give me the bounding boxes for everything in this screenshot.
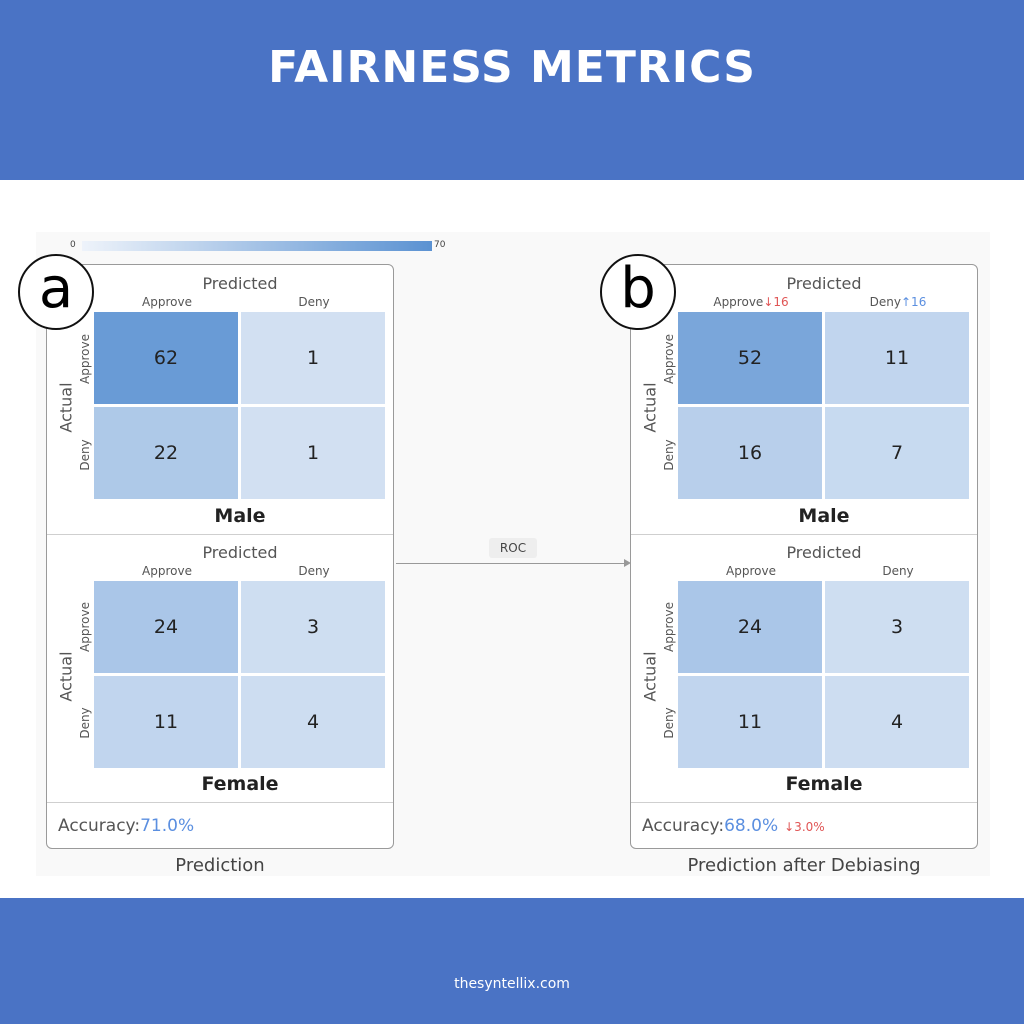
accuracy-divider [47,802,393,803]
b-accuracy: Accuracy:68.0% ↓3.0% [642,816,825,836]
a-male-row-approve: Approve [78,334,92,384]
panel-a-badge: a [18,254,94,330]
a-male-predicted: Predicted [202,274,278,293]
b-female-cell-tp: 24 [678,581,822,673]
panel-b-badge: b [600,254,676,330]
a-male-group-name: Male [214,505,266,527]
b-female-actual: Actual [640,651,660,702]
b-male-col-approve: Approve↓16 [676,295,826,309]
a-accuracy-label: Accuracy: [58,816,141,836]
b-female-cell-fn: 3 [825,581,969,673]
a-male-cell-fn: 1 [241,312,385,404]
roc-connector-line [396,563,628,564]
b-female-cell-fp: 11 [678,676,822,768]
b-male-predicted: Predicted [786,274,862,293]
roc-arrow-icon [624,559,631,567]
b-male-row-approve: Approve [662,334,676,384]
b-male-cell-tp: 52 [678,312,822,404]
a-female-cell-fn: 3 [241,581,385,673]
a-male-col-approve: Approve [142,295,192,309]
b-female-group-name: Female [785,773,863,795]
a-male-cell-tn: 1 [241,407,385,499]
b-male-col-deny-delta: ↑16 [901,295,927,309]
scale-gradient [82,241,432,251]
a-female-group-name: Female [201,773,279,795]
a-male-cell-tp: 62 [94,312,238,404]
a-female-predicted: Predicted [202,543,278,562]
a-accuracy-value: 71.0% [140,816,195,836]
b-accuracy-delta: ↓3.0% [784,820,825,834]
b-male-cell-fn: 11 [825,312,969,404]
b-caption: Prediction after Debiasing [687,855,921,876]
b-male-cell-tn: 7 [825,407,969,499]
a-male-actual: Actual [56,382,76,433]
footer-band [0,898,1024,1024]
a-female-row-approve: Approve [78,602,92,652]
b-male-col-deny-label: Deny [869,295,901,309]
scale-max: 70 [434,240,446,250]
a-female-col-deny: Deny [298,564,330,578]
b-male-col-approve-delta: ↓16 [763,295,789,309]
a-female-actual: Actual [56,651,76,702]
b-female-row-deny: Deny [662,707,676,739]
header-band [0,0,1024,180]
a-accuracy: Accuracy:71.0% [58,816,194,836]
b-male-col-approve-label: Approve [713,295,764,309]
b-female-col-deny: Deny [882,564,914,578]
b-accuracy-label: Accuracy: [642,816,725,836]
b-female-row-approve: Approve [662,602,676,652]
b-female-cell-tn: 4 [825,676,969,768]
a-caption: Prediction [175,855,265,876]
a-female-row-deny: Deny [78,707,92,739]
a-male-col-deny: Deny [298,295,330,309]
a-male-cell-fp: 22 [94,407,238,499]
b-accuracy-value: 68.0% [724,816,779,836]
b-female-predicted: Predicted [786,543,862,562]
b-male-cell-fp: 16 [678,407,822,499]
a-female-col-approve: Approve [142,564,192,578]
b-female-col-approve: Approve [726,564,776,578]
page-title: FAIRNESS METRICS [268,42,756,93]
a-male-row-deny: Deny [78,439,92,471]
b-male-col-deny: Deny↑16 [823,295,973,309]
b-male-actual: Actual [640,382,660,433]
footer-site: thesyntellix.com [454,976,570,992]
a-female-cell-tn: 4 [241,676,385,768]
group-divider [631,534,977,535]
scale-min: 0 [70,240,76,250]
a-female-cell-fp: 11 [94,676,238,768]
b-male-group-name: Male [798,505,850,527]
a-female-cell-tp: 24 [94,581,238,673]
b-male-row-deny: Deny [662,439,676,471]
roc-label: ROC [489,538,537,558]
group-divider [47,534,393,535]
accuracy-divider [631,802,977,803]
